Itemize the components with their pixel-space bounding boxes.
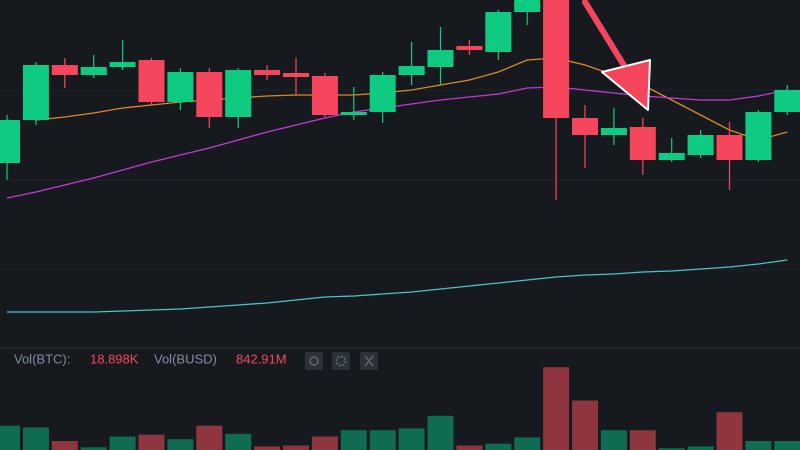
candle-body: [745, 112, 772, 160]
candle-body: [658, 153, 685, 160]
legend-value: 842.91M: [236, 351, 287, 366]
candle-body: [196, 72, 223, 117]
volume-bar: [340, 430, 367, 450]
candle-body: [283, 73, 309, 77]
volume-bar: [80, 447, 107, 450]
volume-bar: [514, 437, 541, 450]
candle-body: [716, 135, 743, 160]
candle-body: [369, 75, 396, 112]
candle-body: [485, 12, 512, 52]
candle-body: [109, 62, 136, 67]
candle-body: [398, 66, 425, 75]
candle-wick: [411, 42, 413, 85]
candle-body: [456, 46, 483, 50]
legend-value: 18.898K: [90, 351, 139, 366]
ma-line: [35, 57, 788, 141]
candle-body: [22, 65, 49, 120]
candle-body: [774, 90, 800, 112]
candle-wick: [526, 0, 528, 25]
candle-body: [543, 0, 570, 118]
ma-line: [6, 86, 788, 199]
candle-wick: [613, 108, 615, 145]
volume-bar: [196, 425, 223, 450]
candle-body: [225, 70, 252, 117]
volume-bar: [629, 430, 656, 450]
candle-body: [51, 65, 78, 75]
settings-button[interactable]: [332, 352, 350, 370]
candle-body: [254, 70, 281, 75]
volume-bar: [600, 430, 627, 450]
volume-bar: [254, 446, 281, 450]
candle-wick: [93, 55, 95, 78]
close-icon: [364, 355, 374, 367]
volume-bar: [485, 443, 512, 450]
candle-body: [0, 120, 20, 163]
volume-bar: [311, 436, 338, 450]
candle-wick: [122, 40, 124, 70]
candle-body: [167, 72, 194, 102]
volume-bar: [167, 439, 194, 450]
legend-label: Vol(BUSD): [154, 351, 217, 366]
annotation-arrow: [582, 0, 651, 111]
candle-wick: [584, 105, 586, 168]
candle-wick: [353, 87, 355, 120]
candle-body: [514, 0, 541, 12]
volume-legend: Vol(BTC): 18.898K Vol(BUSD) 842.91M: [14, 351, 378, 370]
volume-bar: [716, 412, 743, 450]
volume-bar: [369, 430, 396, 450]
volume-pane: [0, 367, 800, 450]
volume-bar: [456, 445, 483, 450]
volume-bar: [398, 428, 425, 450]
candle-wick: [671, 138, 673, 162]
legend-label: Vol(BTC):: [14, 351, 70, 366]
gear-icon: [335, 355, 347, 367]
price-pane: [0, 0, 800, 313]
arrow-head: [601, 59, 651, 111]
volume-bar: [225, 433, 252, 450]
volume-bar: [138, 434, 165, 450]
ma-line: [7, 259, 788, 313]
volume-bar: [745, 441, 772, 450]
candle-body: [311, 76, 338, 115]
eye-icon: [309, 356, 319, 366]
hide-button[interactable]: [305, 352, 323, 370]
candle-body: [138, 60, 165, 102]
candle-body: [80, 67, 107, 75]
volume-bar: [22, 427, 49, 450]
candle-body: [629, 127, 656, 160]
candle-body: [600, 128, 627, 135]
volume-bar: [51, 441, 78, 450]
candle-body: [572, 118, 598, 135]
volume-bar: [543, 367, 570, 450]
volume-bar: [109, 436, 136, 450]
volume-bar: [658, 448, 685, 450]
grid: [0, 89, 800, 349]
candle-body: [340, 112, 367, 115]
candle-body: [427, 50, 454, 67]
volume-bar: [427, 415, 454, 450]
volume-bar: [283, 445, 309, 450]
volume-bar: [572, 400, 598, 450]
candle-body: [687, 135, 714, 155]
volume-bar: [774, 441, 800, 450]
volume-bar: [687, 446, 714, 450]
volume-bar: [0, 425, 20, 450]
